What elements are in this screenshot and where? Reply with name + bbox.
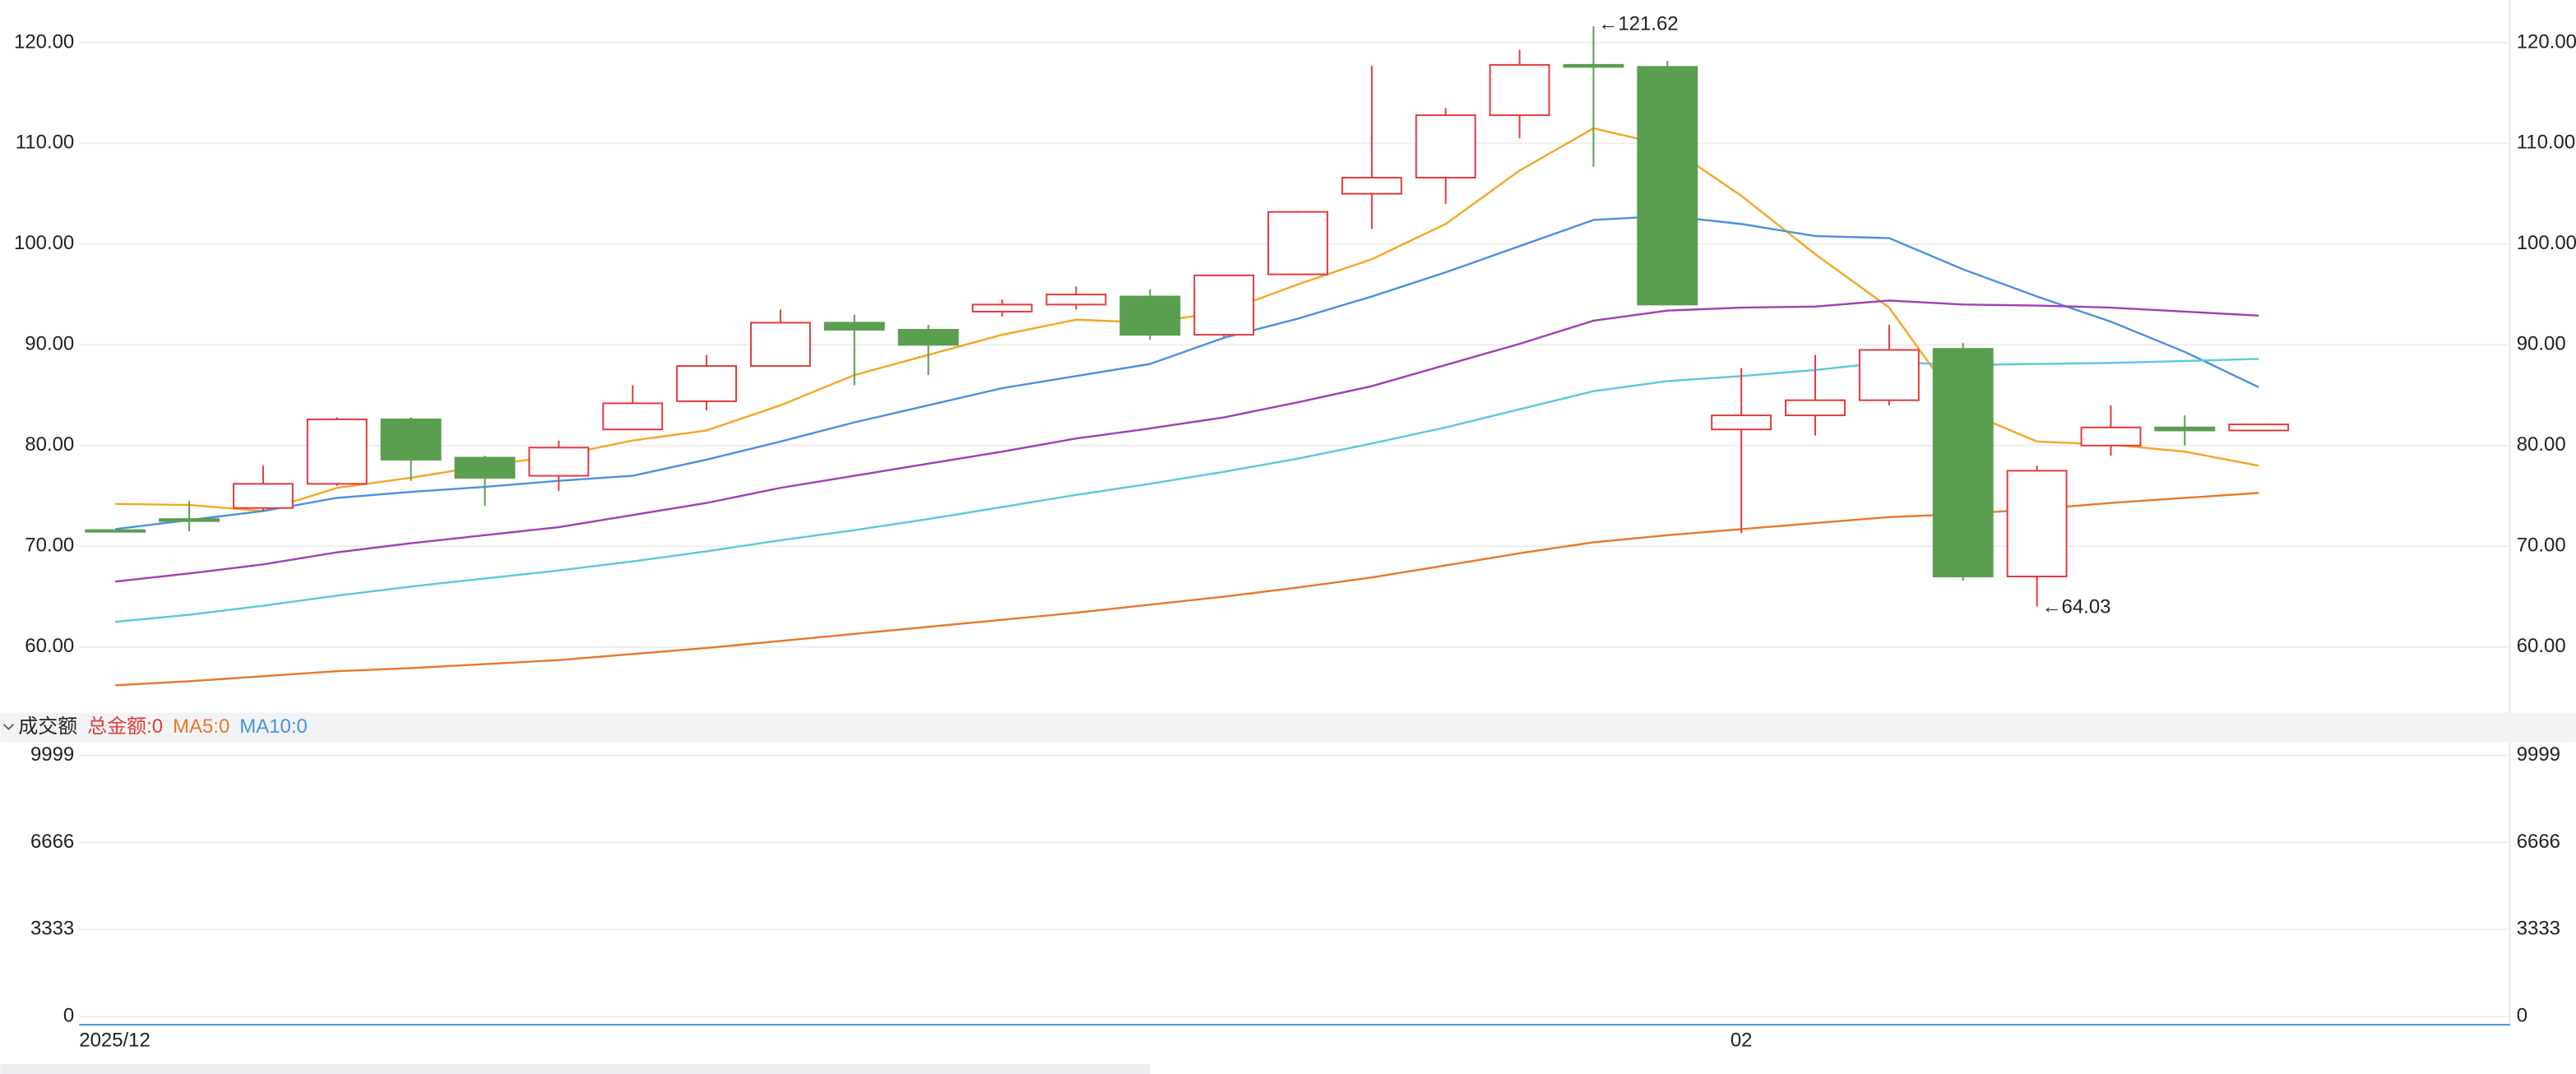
legend-entry: MA5:0	[173, 715, 229, 738]
candle-body	[1193, 274, 1255, 336]
candle-body	[380, 418, 442, 461]
y-tick-label-right: 100.00	[2517, 232, 2576, 254]
volume-header	[0, 712, 2576, 743]
y-tick-label: 110.00	[16, 132, 75, 154]
ma-line	[115, 492, 2259, 687]
y-tick-label: 70.00	[25, 535, 74, 557]
legend-entry: 总金额:0	[87, 715, 163, 738]
y-tick-label-right: 110.00	[2517, 132, 2575, 154]
y-tick-label: 9999	[30, 743, 74, 766]
candle-body	[676, 365, 738, 402]
y-tick-label: 60.00	[25, 635, 74, 657]
candle-body	[1415, 114, 1476, 179]
candle-body	[602, 402, 664, 431]
collapse-icon[interactable]	[2, 723, 15, 731]
candle-body	[1341, 177, 1402, 195]
y-tick-label: 90.00	[25, 333, 74, 355]
y-tick-label-right: 9999	[2517, 743, 2560, 766]
ma-line	[115, 299, 2259, 583]
candle-body	[159, 518, 220, 522]
high-annotation: ←121.62	[1598, 12, 1678, 35]
y-tick-label-right: 120.00	[2517, 30, 2576, 53]
legend-entry: MA10:0	[239, 715, 308, 738]
y-tick-label: 80.00	[25, 433, 74, 456]
candle-body	[2154, 426, 2216, 432]
candle-body	[85, 529, 146, 533]
x-tick-label: 02	[1730, 1029, 1753, 1051]
candle-body	[2228, 424, 2290, 432]
y-tick-label-right: 0	[2517, 1004, 2527, 1026]
y-tick-label: 100.00	[14, 232, 74, 254]
candle-body	[1267, 211, 1328, 275]
candle-body	[1045, 294, 1107, 306]
candle-body	[1637, 66, 1698, 306]
candle-body	[1711, 414, 1772, 431]
candle-body	[1119, 295, 1181, 336]
x-tick-label: 2025/12	[79, 1029, 151, 1051]
candle-body	[971, 303, 1033, 312]
candle-body	[1858, 349, 1920, 401]
y-tick-label-right: 60.00	[2517, 635, 2566, 657]
y-tick-label: 0	[63, 1004, 74, 1026]
candle-body	[2080, 426, 2142, 447]
candle-body	[2006, 470, 2068, 578]
candle-body	[528, 447, 590, 477]
candle-body	[306, 418, 368, 485]
y-tick-label: 6666	[30, 831, 74, 853]
candle-body	[454, 456, 516, 479]
candle-body	[232, 483, 294, 509]
y-tick-label-right: 70.00	[2517, 535, 2566, 557]
ma-line	[115, 215, 2259, 530]
y-tick-label: 120.00	[14, 30, 74, 53]
candle-body	[1932, 348, 1994, 578]
candle-body	[1785, 399, 1846, 417]
y-tick-label-right: 80.00	[2517, 433, 2566, 456]
y-tick-label: 3333	[30, 918, 74, 940]
candle-body	[1489, 63, 1550, 117]
y-tick-label-right: 90.00	[2517, 333, 2566, 355]
low-annotation: ←64.03	[2042, 596, 2111, 618]
y-tick-label-right: 6666	[2517, 831, 2560, 853]
candle-body	[823, 322, 885, 331]
candle-body	[897, 328, 959, 346]
candle-body	[1563, 63, 1624, 68]
y-tick-label-right: 3333	[2517, 918, 2560, 940]
volume-title: 成交额	[18, 715, 77, 738]
candle-body	[750, 322, 811, 368]
tab-strip	[0, 1064, 1151, 1074]
